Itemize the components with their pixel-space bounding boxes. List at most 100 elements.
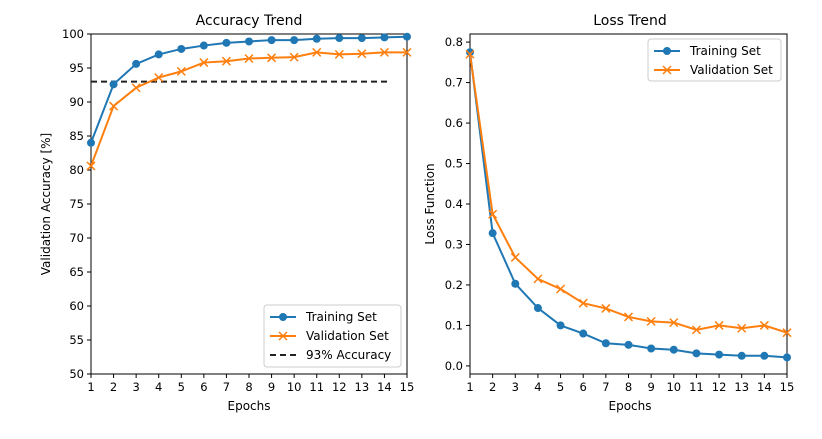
accuracy-x-tick-label: 2 — [110, 380, 117, 394]
accuracy-y-axis-label: Validation Accuracy [%] — [39, 133, 53, 275]
accuracy-legend-marker — [278, 331, 288, 341]
accuracy-chart-panel: Accuracy Trend Epochs Validation Accurac… — [39, 13, 414, 413]
loss-y-tick-label: 0.5 — [445, 157, 463, 171]
accuracy-validation-point — [221, 56, 231, 66]
loss-training-point — [533, 304, 542, 313]
accuracy-training-point — [177, 44, 186, 53]
accuracy-training-point — [132, 59, 141, 68]
loss-training-point — [579, 329, 588, 338]
accuracy-validation-point — [109, 101, 119, 111]
accuracy-training-point — [403, 32, 411, 41]
loss-x-tick-label: 9 — [647, 380, 654, 394]
accuracy-legend-box — [263, 304, 402, 368]
accuracy-validation-point — [267, 53, 277, 63]
accuracy-x-tick-label: 4 — [155, 380, 162, 394]
loss-x-tick-label: 3 — [512, 380, 519, 394]
loss-y-tick-label: 0.4 — [445, 197, 463, 211]
loss-legend-label: Training Set — [689, 44, 761, 58]
accuracy-training-point — [199, 41, 208, 50]
loss-training-point — [624, 340, 633, 349]
accuracy-validation-point — [131, 83, 141, 93]
loss-validation-point — [759, 320, 769, 330]
accuracy-x-tick-label: 11 — [309, 380, 324, 394]
loss-training-point — [669, 345, 678, 354]
accuracy-x-axis-label: Epochs — [228, 399, 271, 413]
accuracy-x-tick-label: 14 — [377, 380, 392, 394]
accuracy-y-tick-label: 85 — [69, 129, 84, 143]
accuracy-y-tick-label: 90 — [69, 95, 84, 109]
loss-training-point — [783, 353, 791, 362]
loss-validation-point — [533, 274, 543, 284]
accuracy-x-tick-label: 15 — [400, 380, 415, 394]
loss-training-point — [760, 351, 769, 360]
loss-x-tick-label: 10 — [666, 380, 681, 394]
accuracy-y-tick-label: 95 — [69, 61, 84, 75]
loss-y-tick-label: 0.6 — [445, 116, 463, 130]
loss-chart-title: Loss Trend — [593, 13, 666, 29]
loss-validation-point — [737, 323, 747, 333]
accuracy-validation-point — [289, 52, 299, 62]
accuracy-training-point — [109, 80, 118, 89]
loss-validation-point — [669, 318, 679, 328]
loss-legend-marker — [663, 47, 671, 55]
accuracy-training-point — [290, 36, 299, 45]
loss-y-tick-label: 0.2 — [445, 278, 463, 292]
accuracy-validation-point — [402, 47, 412, 57]
loss-y-tick-label: 0.8 — [445, 35, 463, 49]
loss-validation-point — [578, 298, 588, 308]
accuracy-y-tick-label: 55 — [69, 333, 84, 347]
loss-validation-point — [623, 312, 634, 322]
accuracy-legend-label: Training Set — [305, 310, 377, 324]
accuracy-training-point — [245, 37, 253, 46]
accuracy-x-tick-label: 13 — [355, 380, 370, 394]
loss-training-point — [511, 279, 520, 288]
loss-training-point — [466, 48, 474, 57]
loss-y-tick-label: 0.1 — [445, 318, 463, 332]
loss-training-point — [488, 229, 497, 238]
accuracy-validation-point — [312, 47, 322, 57]
accuracy-training-point — [154, 50, 163, 59]
accuracy-validation-point — [334, 49, 344, 59]
accuracy-x-tick-label: 9 — [268, 380, 275, 394]
accuracy-training-point — [312, 34, 321, 43]
loss-training-point — [737, 351, 746, 360]
loss-validation-point — [601, 303, 611, 313]
loss-x-tick-label: 14 — [757, 380, 772, 394]
loss-x-tick-label: 13 — [734, 380, 749, 394]
accuracy-validation-point — [154, 72, 164, 83]
loss-validation-point — [488, 209, 498, 219]
accuracy-training-point — [357, 34, 366, 43]
accuracy-x-tick-label: 6 — [200, 380, 207, 394]
accuracy-y-tick-label: 50 — [69, 367, 84, 381]
loss-validation-point — [782, 328, 792, 338]
accuracy-y-tick-label: 70 — [69, 231, 84, 245]
accuracy-validation-point — [244, 53, 254, 64]
loss-training-point — [556, 321, 565, 330]
accuracy-legend-label: Validation Set — [306, 329, 389, 343]
loss-x-tick-label: 6 — [580, 380, 587, 394]
accuracy-x-tick-label: 10 — [287, 380, 302, 394]
loss-x-axis-label: Epochs — [609, 399, 652, 413]
loss-legend-label: Validation Set — [690, 63, 773, 77]
accuracy-x-tick-label: 3 — [132, 380, 139, 394]
loss-training-point — [647, 344, 656, 353]
loss-x-tick-label: 15 — [780, 380, 795, 394]
accuracy-series-validation-line — [91, 51, 407, 167]
loss-series-training-line — [470, 52, 787, 359]
accuracy-y-tick-label: 80 — [69, 163, 84, 177]
accuracy-y-tick-label: 75 — [69, 197, 84, 211]
accuracy-x-tick-label: 12 — [332, 380, 347, 394]
loss-legend-box — [647, 38, 782, 82]
accuracy-training-point — [335, 34, 344, 43]
accuracy-x-tick-label: 7 — [223, 380, 230, 394]
accuracy-training-point — [380, 33, 389, 42]
accuracy-validation-point — [199, 58, 209, 68]
accuracy-training-point — [87, 138, 95, 147]
accuracy-legend-label: 93% Accuracy — [306, 348, 391, 362]
loss-y-tick-label: 0.3 — [445, 237, 463, 251]
loss-x-tick-label: 7 — [602, 380, 609, 394]
accuracy-training-point — [267, 36, 276, 45]
loss-x-tick-label: 8 — [625, 380, 632, 394]
accuracy-legend-marker — [279, 313, 287, 321]
